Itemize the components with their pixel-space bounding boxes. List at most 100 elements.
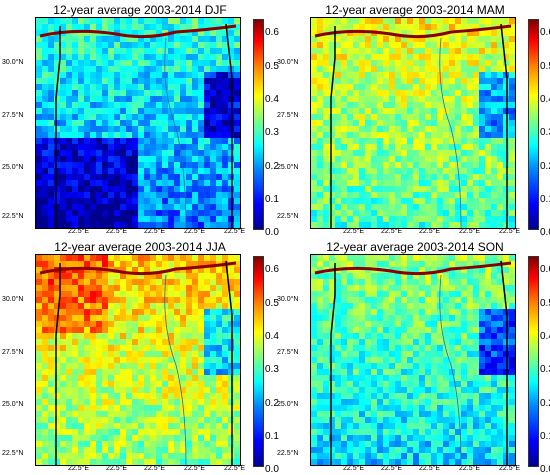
heat-cell [42, 192, 48, 198]
heat-cell [78, 345, 84, 351]
heat-cell [132, 102, 138, 108]
heat-cell [425, 387, 431, 393]
heat-cell [473, 72, 479, 78]
heat-cell [449, 84, 455, 90]
heat-cell [509, 96, 515, 102]
heat-cell [407, 297, 413, 303]
heat-cell [359, 459, 365, 465]
heat-cell [168, 273, 174, 279]
heat-cell [156, 162, 162, 168]
heat-cell [78, 393, 84, 399]
heat-cell [401, 102, 407, 108]
heat-cell [180, 411, 186, 417]
heat-cell [497, 60, 503, 66]
heat-cell [66, 393, 72, 399]
heat-cell [120, 453, 126, 459]
heat-cell [443, 387, 449, 393]
heat-cell [234, 291, 240, 297]
heat-cell [228, 174, 234, 180]
heat-cell [383, 423, 389, 429]
heat-cell [467, 411, 473, 417]
heat-cell [54, 423, 60, 429]
heat-cell [335, 291, 341, 297]
heat-cell [222, 381, 228, 387]
heat-cell [437, 381, 443, 387]
heat-cell [431, 411, 437, 417]
heat-cell [437, 210, 443, 216]
heat-cell [192, 186, 198, 192]
heat-cell [467, 198, 473, 204]
heat-cell [473, 423, 479, 429]
heat-cell [461, 411, 467, 417]
heat-cell [144, 138, 150, 144]
heat-cell [353, 90, 359, 96]
heat-cell [323, 357, 329, 363]
heat-cell [234, 363, 240, 369]
heat-cell [78, 339, 84, 345]
heat-cell [54, 339, 60, 345]
heat-cell [347, 150, 353, 156]
heat-cell [431, 291, 437, 297]
heat-cell [377, 120, 383, 126]
heat-cell [311, 102, 317, 108]
heat-cell [168, 333, 174, 339]
heat-cell [449, 18, 455, 24]
heat-cell [377, 78, 383, 84]
heat-cell [491, 36, 497, 42]
heat-cell [228, 381, 234, 387]
heat-cell [60, 156, 66, 162]
heat-cell [66, 345, 72, 351]
heat-cell [210, 327, 216, 333]
heat-cell [413, 66, 419, 72]
heat-cell [311, 309, 317, 315]
heat-cell [413, 198, 419, 204]
heat-cell [335, 315, 341, 321]
heat-cell [138, 222, 144, 228]
heat-cell [329, 279, 335, 285]
heat-cell [84, 108, 90, 114]
heat-cell [132, 285, 138, 291]
heat-cell [138, 375, 144, 381]
heat-cell [162, 120, 168, 126]
heat-cell [84, 54, 90, 60]
heat-cell [66, 210, 72, 216]
heat-cell [42, 204, 48, 210]
heat-cell [150, 174, 156, 180]
heat-cell [509, 459, 515, 465]
heat-cell [48, 162, 54, 168]
heat-cell [132, 363, 138, 369]
heat-cell [36, 339, 42, 345]
heat-cell [425, 459, 431, 465]
heat-cell [413, 84, 419, 90]
heat-cell [216, 162, 222, 168]
heat-cell [96, 222, 102, 228]
heat-cell [72, 108, 78, 114]
heat-cell [395, 321, 401, 327]
heat-cell [317, 279, 323, 285]
heat-cell [455, 60, 461, 66]
heat-cell [138, 285, 144, 291]
heat-cell [347, 144, 353, 150]
heat-cell [36, 48, 42, 54]
heat-cell [491, 273, 497, 279]
heat-cell [401, 42, 407, 48]
heat-cell [503, 399, 509, 405]
heat-cell [329, 459, 335, 465]
heat-cell [150, 417, 156, 423]
heat-cell [96, 168, 102, 174]
heat-cell [120, 36, 126, 42]
heat-cell [503, 132, 509, 138]
heat-cell [395, 387, 401, 393]
heat-cell [491, 126, 497, 132]
heat-cell [419, 303, 425, 309]
heat-cell [108, 363, 114, 369]
heat-cell [365, 285, 371, 291]
heat-cell [311, 132, 317, 138]
heat-cell [234, 60, 240, 66]
heat-cell [198, 417, 204, 423]
heat-cell [485, 453, 491, 459]
heat-cell [509, 405, 515, 411]
heat-cell [473, 261, 479, 267]
heat-cell [36, 168, 42, 174]
heat-cell [192, 174, 198, 180]
